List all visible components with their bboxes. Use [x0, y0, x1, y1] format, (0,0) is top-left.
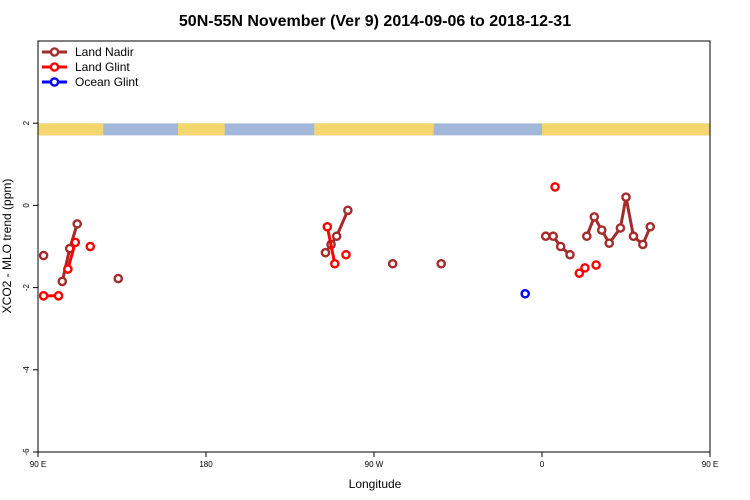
x-axis: 90 E 180 90 W 0 90 E [30, 452, 718, 469]
land-glint-point [550, 182, 560, 192]
land-glint-point [591, 260, 601, 270]
land-nadir-point [57, 276, 68, 287]
land-glint-point [723, 292, 730, 299]
legend-label: Land Glint [75, 60, 130, 74]
land-glint-point [38, 291, 49, 301]
land-segment [314, 123, 434, 136]
x-tick-label: 90 E [702, 460, 718, 469]
land-nadir-point [615, 223, 626, 233]
legend-swatch-marker [49, 62, 60, 72]
land-glint-line [325, 226, 337, 265]
legend-item-ocean-glint: Ocean Glint [42, 75, 139, 89]
land-nadir-point [565, 249, 575, 260]
land-glint-point [85, 241, 96, 252]
land-glint-point [580, 263, 590, 273]
x-tick-label: 0 [540, 460, 545, 469]
land-nadir-point [436, 258, 447, 269]
land-nadir-point [721, 252, 728, 259]
legend-item-land-nadir: Land Nadir [42, 45, 134, 59]
land-nadir-line [745, 224, 750, 282]
y-tick-label: 2 [22, 120, 31, 125]
land-nadir-point [742, 278, 749, 285]
land-nadir-point [582, 231, 592, 242]
y-tick-label: -2 [22, 283, 31, 291]
land-nadir-point [548, 231, 559, 242]
land-glint-point [341, 249, 351, 260]
land-mask-band [38, 123, 710, 136]
chart-title: 50N-55N November (Ver 9) 2014-09-06 to 2… [179, 13, 571, 30]
land-glint-point [53, 291, 64, 301]
land-nadir-point [645, 221, 656, 232]
y-tick-label: -4 [22, 366, 31, 374]
land-nadir-point [320, 247, 331, 258]
legend-swatch-marker [49, 47, 60, 57]
legend-label: Ocean Glint [75, 75, 139, 89]
land-glint-point [574, 268, 585, 279]
land-segment [542, 123, 710, 136]
land-nadir-point [638, 239, 648, 250]
legend-label: Land Nadir [75, 45, 134, 59]
legend-swatch-marker [49, 77, 60, 87]
land-nadir-line [324, 209, 350, 254]
land-segment [178, 123, 225, 136]
land-nadir-point [387, 258, 398, 269]
y-tick-label: -6 [22, 448, 31, 456]
series-ocean-glint [520, 288, 531, 299]
y-axis-label: XCO2 - MLO trend (ppm) [0, 179, 14, 314]
legend-item-land-glint: Land Glint [42, 60, 130, 74]
land-nadir-point [38, 250, 49, 261]
land-nadir-point [621, 192, 631, 202]
land-nadir-point [596, 225, 607, 235]
land-nadir-point [113, 273, 124, 284]
x-axis-label: Longitude [349, 477, 402, 491]
land-nadir-point [331, 231, 342, 242]
land-glint-point [329, 258, 340, 269]
series-land-glint [38, 182, 745, 301]
land-segment [38, 123, 104, 136]
x-tick-label: 180 [199, 460, 213, 469]
land-nadir-point [343, 205, 353, 216]
x-tick-label: 90 E [30, 460, 46, 469]
plot-area [38, 182, 750, 301]
y-tick-label: 0 [22, 203, 31, 208]
land-glint-point [322, 221, 333, 232]
land-nadir-point [555, 241, 566, 252]
land-nadir-point [589, 212, 600, 222]
land-nadir-point [540, 231, 551, 242]
series-land-nadir [38, 192, 750, 287]
land-glint-point [70, 237, 81, 248]
ocean-glint-point [520, 288, 531, 299]
land-nadir-point [628, 231, 639, 242]
land-nadir-point [72, 219, 82, 229]
land-glint-point [738, 292, 745, 299]
x-tick-label: 90 W [365, 460, 384, 469]
y-axis: -6 -4 -2 0 2 [22, 120, 38, 456]
land-nadir-point [604, 238, 615, 249]
land-glint-point [63, 264, 73, 274]
